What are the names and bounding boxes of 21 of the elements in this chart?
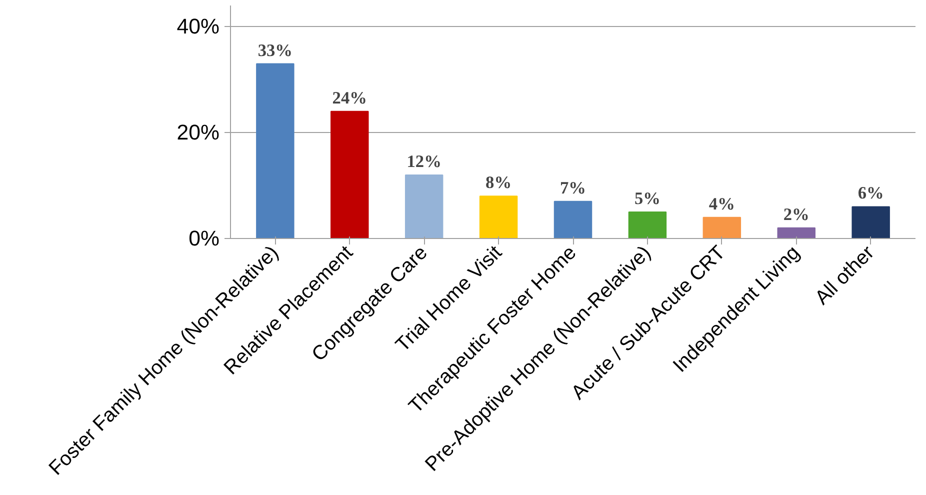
data-label: 7% [560,178,586,198]
bar [256,63,294,238]
bar [330,110,369,238]
data-label: 4% [708,194,735,214]
bar [702,216,742,238]
bar [628,212,667,238]
y-tick-label: 20% [176,120,220,145]
data-label: 33% [258,40,292,60]
data-label: 6% [858,184,884,203]
data-label: 2% [783,204,810,224]
y-tick-label: 0% [188,226,220,250]
data-label: 5% [634,189,660,208]
data-label: 24% [332,88,367,108]
bar [777,227,816,238]
data-label: 12% [406,152,442,171]
y-tick-label: 40% [176,14,220,39]
bar [479,196,518,238]
bar [554,200,592,238]
data-label: 8% [486,173,512,192]
bar [852,206,890,238]
bar [404,174,444,238]
